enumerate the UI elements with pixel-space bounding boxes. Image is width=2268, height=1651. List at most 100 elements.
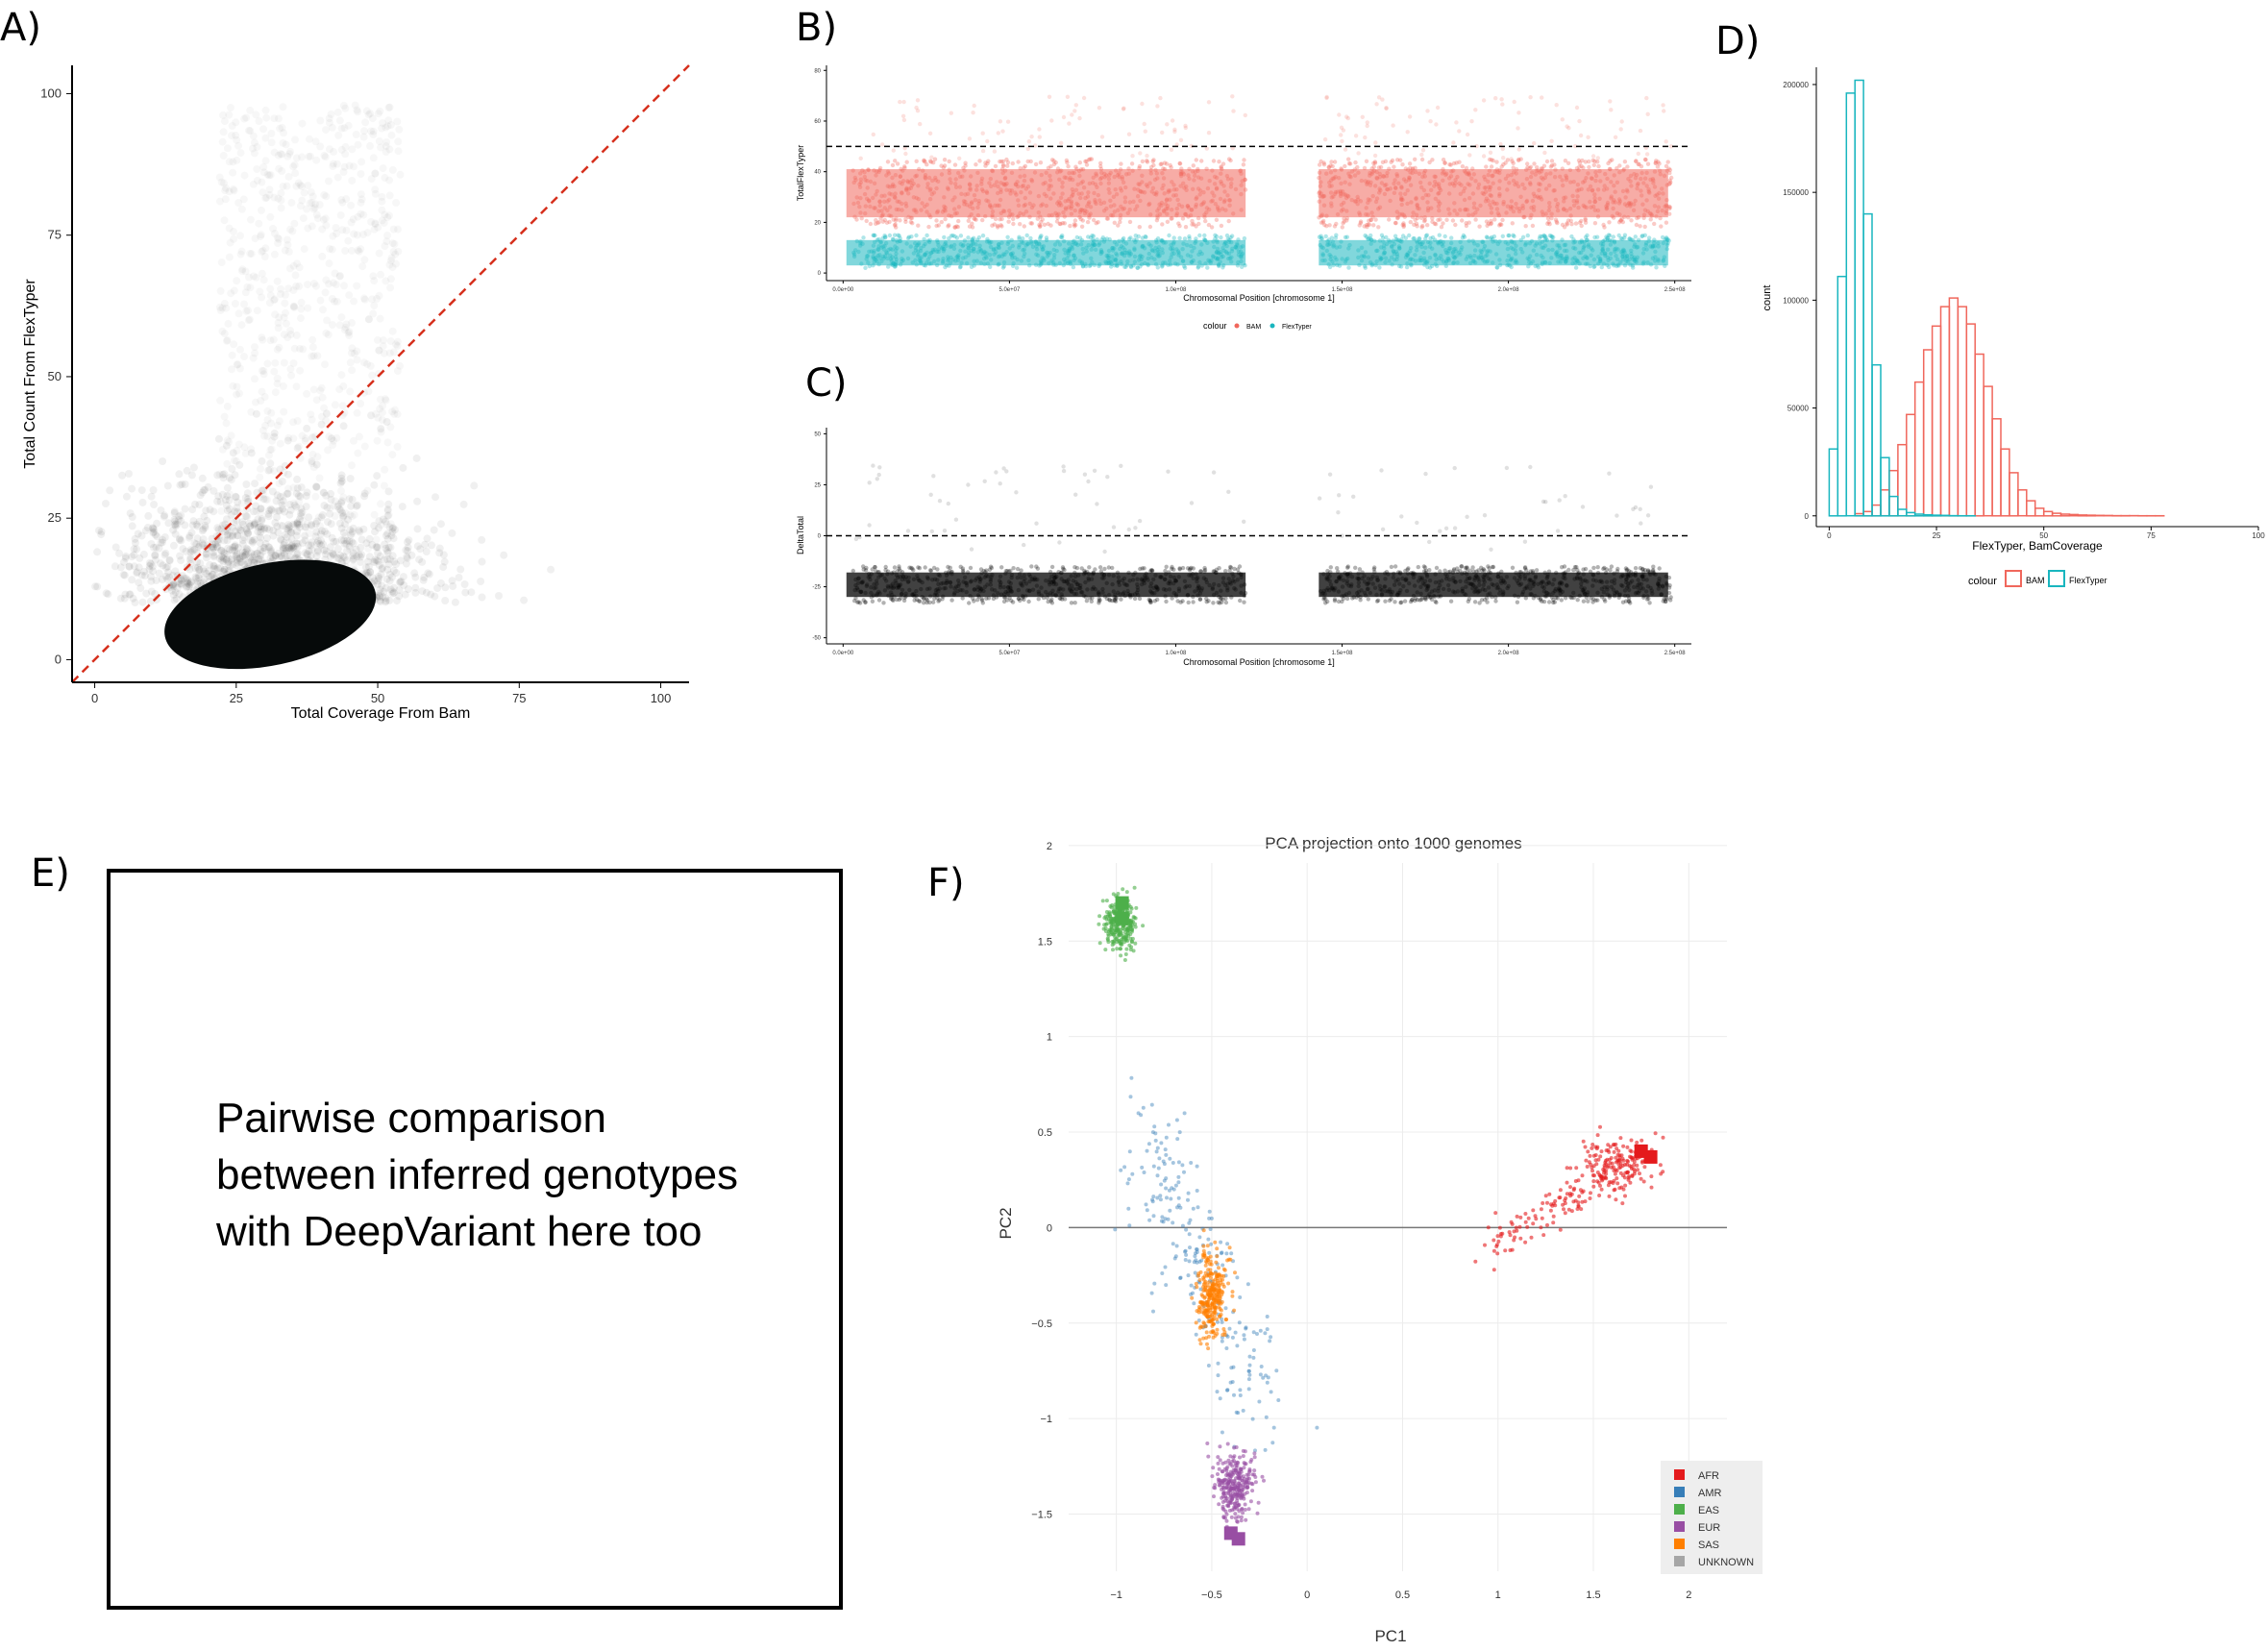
panel-a-point	[285, 248, 293, 256]
panel-a-point	[348, 177, 356, 185]
panel-b-bam-point	[1596, 164, 1600, 168]
panel-b-flextyper-point	[1163, 260, 1167, 264]
panel-a-point	[297, 314, 305, 322]
panel-b-bam-point	[1595, 160, 1599, 163]
panel-b-bam-point	[1086, 220, 1090, 224]
panel-b-flextyper-point	[1599, 241, 1603, 245]
panel-a-point	[318, 421, 326, 429]
panel-b-flextyper-point	[1590, 254, 1593, 258]
panel-b-bam-point	[968, 215, 972, 219]
panel-b-flextyper-point	[890, 255, 894, 259]
panel-a-point	[369, 309, 377, 317]
panel-a-point	[139, 599, 147, 606]
panel-b-bam-point	[878, 204, 882, 208]
panel-b-bam-point	[1544, 172, 1548, 176]
panel-b-flextyper-point	[1005, 235, 1009, 239]
panel-b-flextyper-point	[1425, 260, 1429, 264]
panel-b-bam-point	[930, 179, 934, 183]
panel-b-bam-point	[1210, 168, 1214, 172]
panel-b-bam-point	[1061, 210, 1065, 214]
panel-a-point	[382, 584, 390, 592]
panel-b-bam-point	[1070, 194, 1073, 198]
panel-b-flextyper-point	[1451, 261, 1455, 265]
panel-b-bam-point	[879, 209, 883, 212]
panel-a-point	[259, 457, 266, 465]
panel-b-flextyper-point	[949, 245, 952, 249]
panel-b-bam-point	[1553, 188, 1557, 192]
panel-a-point	[226, 254, 234, 261]
panel-b-flextyper-point	[873, 240, 876, 244]
panel-b-bam-point	[1640, 203, 1644, 207]
panel-b-bam-point	[1593, 200, 1597, 204]
panel-a-point	[176, 536, 184, 544]
panel-b-flextyper-point	[1628, 236, 1632, 240]
panel-a-point	[128, 485, 136, 493]
panel-a-point	[304, 305, 311, 312]
panel-b-bam-point	[1429, 206, 1433, 209]
panel-b-bam-point	[1112, 203, 1116, 207]
panel-a-point	[224, 144, 232, 152]
panel-b-bam-point	[1547, 205, 1551, 209]
panel-a-point	[304, 182, 311, 189]
panel-a-point	[500, 552, 507, 559]
panel-a-point	[312, 283, 320, 290]
panel-a-point	[337, 371, 345, 379]
panel-b-bam-point	[1392, 165, 1395, 169]
panel-a-point	[240, 195, 248, 203]
panel-b-bam-point	[1667, 212, 1671, 216]
panel-a-point	[267, 409, 275, 417]
panel-b-bam-point	[1107, 182, 1111, 185]
panel-a-point	[348, 247, 356, 255]
panel-a-point	[258, 248, 265, 256]
panel-b-flextyper-point	[1527, 260, 1531, 264]
panel-b-bam-point	[1472, 202, 1476, 206]
panel-b-flextyper-point	[935, 238, 939, 242]
panel-b-bam-point	[1037, 223, 1041, 227]
panel-b-flextyper-point	[915, 262, 919, 266]
panel-a-point	[298, 153, 306, 160]
panel-b-bam-point	[1159, 204, 1163, 208]
panel-b-flextyper-point	[982, 251, 986, 255]
panel-b-flextyper-point	[1404, 236, 1408, 240]
panel-b-bam-point	[1518, 195, 1522, 199]
panel-a-point	[161, 550, 169, 557]
panel-a-point	[321, 528, 329, 535]
panel-b-flextyper-point	[1326, 242, 1330, 246]
panel-b-flextyper-point	[1344, 235, 1347, 239]
panel-b-bam-point	[1327, 181, 1331, 185]
panel-b-flextyper-point	[1541, 260, 1544, 264]
panel-b-bam-point	[1180, 205, 1184, 209]
panel-b-bam-point	[1057, 203, 1061, 207]
panel-b-flextyper-point	[1609, 242, 1613, 246]
panel-b-flextyper-point	[1122, 236, 1125, 240]
panel-a-point	[216, 397, 224, 405]
panel-b-flextyper-point	[882, 257, 886, 260]
panel-b-bam-point	[940, 172, 944, 176]
panel-b-bam-point	[1353, 173, 1357, 177]
panel-a-point	[176, 553, 184, 560]
panel-b-bam-point	[1644, 198, 1648, 202]
panel-b-bam-point	[1039, 160, 1043, 164]
panel-b-flextyper-point	[942, 247, 946, 251]
panel-b-bam-point	[1528, 183, 1532, 186]
panel-b-bam-point	[1485, 224, 1489, 228]
panel-b-flextyper-point	[1069, 262, 1072, 266]
panel-b-bam-point	[1406, 167, 1410, 171]
panel-b-bam-point	[1660, 186, 1664, 190]
panel-b-bam-point	[1347, 183, 1351, 186]
panel-a-point	[115, 550, 123, 557]
panel-a-point	[316, 475, 324, 482]
panel-b-bam-point	[956, 171, 960, 175]
panel-a-point	[148, 493, 156, 501]
panel-b-bam-point	[1577, 187, 1581, 191]
panel-b-flextyper-point	[1171, 240, 1175, 244]
panel-b-bam-point	[1007, 215, 1011, 219]
panel-b-flextyper-point	[1397, 246, 1401, 250]
panel-b-flextyper-point	[1179, 255, 1183, 259]
panel-b-bam-point	[1146, 203, 1150, 207]
panel-b-flextyper-point	[1532, 249, 1536, 253]
panel-b-flextyper-point	[1592, 265, 1596, 269]
panel-b-flextyper-point	[1526, 234, 1530, 237]
panel-b-bam-point	[1612, 215, 1615, 219]
